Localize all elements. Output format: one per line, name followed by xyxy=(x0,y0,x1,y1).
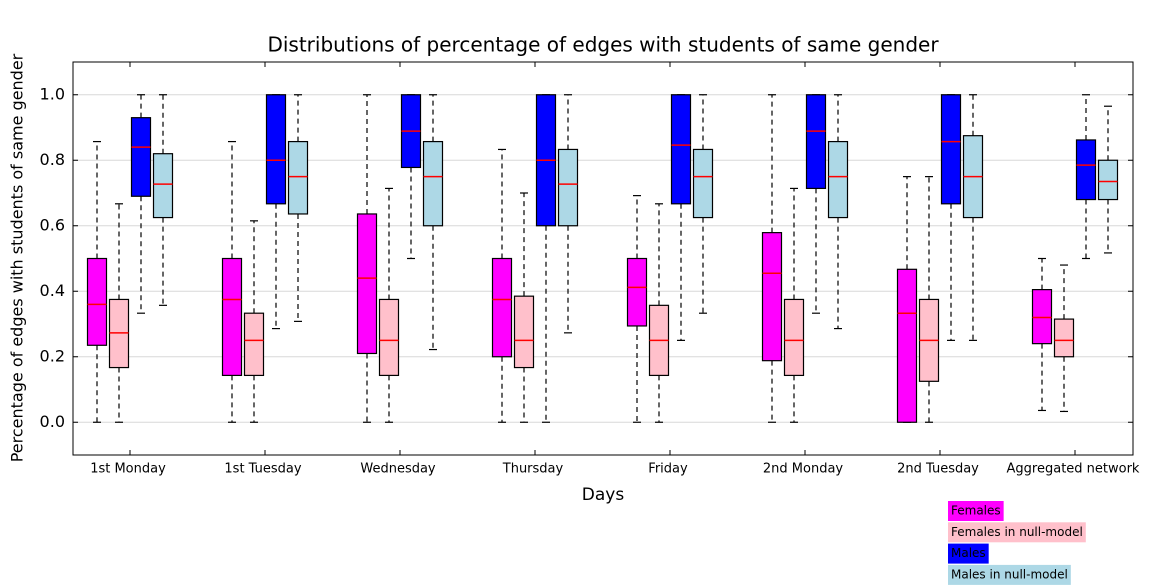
box-group xyxy=(1031,257,1053,412)
box xyxy=(152,153,174,219)
box-group xyxy=(827,94,849,330)
y-tick-label: 0.0 xyxy=(40,412,65,431)
box xyxy=(356,213,378,355)
box-group xyxy=(130,94,152,314)
box xyxy=(422,140,444,227)
legend-label: Males xyxy=(951,546,986,560)
box xyxy=(692,148,714,219)
box-group xyxy=(962,94,984,341)
box-group xyxy=(626,195,648,423)
box xyxy=(626,257,648,327)
box-group xyxy=(265,94,287,330)
box-group xyxy=(86,140,108,423)
legend-label: Females xyxy=(951,504,1001,518)
box xyxy=(378,298,400,377)
box-group xyxy=(1075,94,1097,260)
legend-label: Females in null-model xyxy=(951,525,1083,539)
plot-frame xyxy=(72,61,1134,456)
box xyxy=(1031,289,1053,345)
x-tick-label: 1st Tuesday xyxy=(224,462,301,477)
box-group xyxy=(422,94,444,351)
box-group xyxy=(108,203,130,423)
box-group xyxy=(783,187,805,423)
box xyxy=(1053,318,1075,358)
y-tick-label: 0.8 xyxy=(40,150,65,169)
legend: Females Females in null-model Males Males i… xyxy=(948,501,1086,585)
box-group xyxy=(152,94,174,306)
box-group xyxy=(513,192,535,423)
legend-label: Males in null-model xyxy=(951,567,1068,581)
box xyxy=(86,257,108,346)
x-tick-label: 1st Monday xyxy=(90,462,166,477)
box-group xyxy=(940,94,962,341)
box-group xyxy=(535,94,557,423)
box xyxy=(287,140,309,215)
y-axis-label: Percentage of edges with students of sam… xyxy=(8,53,27,462)
legend-swatch xyxy=(948,522,1086,543)
box xyxy=(761,232,783,362)
box xyxy=(491,257,513,358)
box xyxy=(221,257,243,377)
box-group xyxy=(648,203,670,423)
x-tick-label: Friday xyxy=(648,462,688,477)
box-group xyxy=(243,220,265,423)
plot-area: 0.0 0.2 0.4 0.6 0.8 1.0 1st Monday 1st Tuesday W… xyxy=(40,62,1140,477)
box-group xyxy=(356,94,378,423)
y-tick-label: 0.4 xyxy=(40,281,65,300)
legend-swatch xyxy=(948,564,1071,585)
box xyxy=(557,148,579,227)
box xyxy=(130,117,152,197)
legend-swatch xyxy=(948,501,1004,521)
box xyxy=(827,140,849,219)
x-tick-label: Thursday xyxy=(502,462,564,477)
box-group xyxy=(378,187,400,423)
y-tick-label: 1.0 xyxy=(40,84,65,103)
box xyxy=(896,268,918,423)
box xyxy=(1075,139,1097,201)
box-group xyxy=(400,94,422,260)
box-group xyxy=(918,176,940,423)
chart-title: Distributions of percentage of edges wit… xyxy=(267,33,939,57)
box-group xyxy=(1097,105,1119,254)
box-group xyxy=(491,148,513,423)
x-tick-label: 2nd Monday xyxy=(763,462,844,477)
box xyxy=(1097,159,1119,201)
box xyxy=(805,94,827,190)
box-group xyxy=(761,94,783,423)
box-group xyxy=(896,176,918,423)
y-tick-label: 0.6 xyxy=(40,215,65,234)
box xyxy=(243,312,265,377)
x-tick-label: Wednesday xyxy=(360,462,436,477)
x-axis-label: Days xyxy=(582,485,625,505)
legend-swatch xyxy=(948,543,989,564)
box-group xyxy=(1053,264,1075,413)
box xyxy=(670,94,692,205)
box-group xyxy=(287,94,309,322)
x-tick-label: Aggregated network xyxy=(1007,462,1140,477)
box xyxy=(783,298,805,377)
box xyxy=(265,94,287,205)
box xyxy=(513,295,535,369)
box-group xyxy=(805,94,827,314)
box-group xyxy=(221,140,243,423)
box xyxy=(940,94,962,205)
box-group xyxy=(557,94,579,334)
y-tick-label: 0.2 xyxy=(40,346,65,365)
box-group xyxy=(670,94,692,341)
x-tick-label: 2nd Tuesday xyxy=(897,462,979,477)
box-group xyxy=(692,94,714,314)
